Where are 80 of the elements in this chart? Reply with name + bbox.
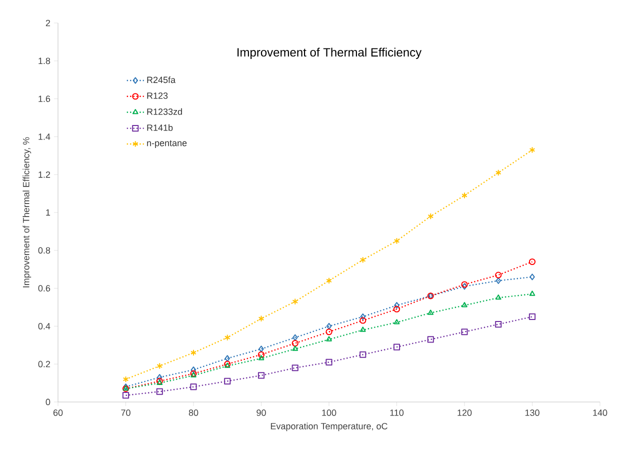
point	[394, 302, 400, 309]
point	[529, 146, 536, 154]
point	[529, 290, 536, 296]
legend-label: R245fa	[147, 76, 176, 84]
point	[495, 320, 502, 328]
point	[292, 364, 298, 372]
point	[292, 346, 298, 351]
x-tick-label: 130	[525, 410, 540, 416]
point	[528, 313, 536, 320]
point	[326, 358, 332, 366]
point	[326, 328, 332, 336]
y-tick-label: 1.6	[38, 96, 50, 102]
point	[157, 374, 162, 381]
y-tick-label: 2	[46, 20, 50, 26]
legend-label: R123	[147, 92, 168, 99]
y-tick-label: 1	[46, 209, 50, 216]
x-tick-label: 60	[53, 410, 63, 416]
point	[495, 272, 502, 278]
point	[258, 351, 265, 358]
x-tick-label: 140	[593, 410, 608, 416]
x-tick-label: 120	[458, 410, 472, 416]
point	[326, 322, 332, 330]
point	[462, 192, 468, 199]
point	[496, 277, 501, 284]
point	[258, 355, 264, 360]
x-tick-label: 70	[121, 410, 130, 416]
legend-label: R141b	[147, 124, 173, 131]
point	[428, 212, 434, 220]
y-tick-label: 0	[46, 398, 50, 406]
point	[190, 384, 197, 390]
point	[462, 302, 468, 308]
point	[326, 277, 332, 284]
y-axis-title: Improvement of Thermal Efficiency, %	[22, 137, 32, 288]
point	[156, 388, 163, 395]
point	[224, 378, 231, 384]
point	[258, 315, 264, 322]
point	[393, 306, 400, 312]
y-tick-label: 0.4	[38, 322, 50, 330]
point	[428, 310, 434, 315]
point	[530, 274, 535, 280]
point	[393, 344, 400, 350]
point	[427, 336, 434, 343]
point	[122, 392, 130, 399]
point	[326, 336, 332, 342]
point	[495, 294, 502, 300]
point	[360, 313, 366, 320]
x-tick-label: 110	[390, 410, 404, 416]
point	[394, 319, 400, 324]
x-axis-title: Evaporation Temperature, oC	[270, 422, 388, 432]
point	[292, 334, 298, 341]
x-tick-label: 80	[188, 410, 198, 416]
point	[360, 317, 366, 324]
point	[224, 334, 230, 341]
point	[122, 376, 129, 383]
point	[190, 349, 196, 356]
y-tick-label: 1.2	[38, 171, 50, 178]
legend-label: n-pentane	[147, 140, 187, 148]
legend-label: R1233zd	[147, 108, 182, 115]
text: Improvement of Thermal Efficiency	[238, 48, 422, 59]
point	[394, 238, 400, 244]
point	[461, 328, 468, 336]
y-tick-label: 0.8	[38, 247, 50, 254]
point	[258, 372, 265, 379]
point	[360, 351, 366, 358]
point	[495, 169, 502, 176]
point	[292, 340, 298, 347]
x-tick-label: 90	[256, 410, 266, 416]
point	[258, 346, 264, 352]
point	[156, 362, 163, 370]
point	[292, 298, 298, 305]
point	[224, 355, 230, 362]
point	[528, 258, 536, 266]
y-tick-label: 0.6	[38, 285, 50, 292]
y-tick-label: 1.8	[38, 58, 50, 64]
point	[360, 256, 366, 264]
y-tick-label: 0.2	[38, 360, 50, 368]
y-tick-label: 1.4	[38, 134, 50, 140]
x-tick-label: 100	[322, 410, 336, 416]
point	[360, 326, 366, 332]
point	[190, 366, 196, 374]
